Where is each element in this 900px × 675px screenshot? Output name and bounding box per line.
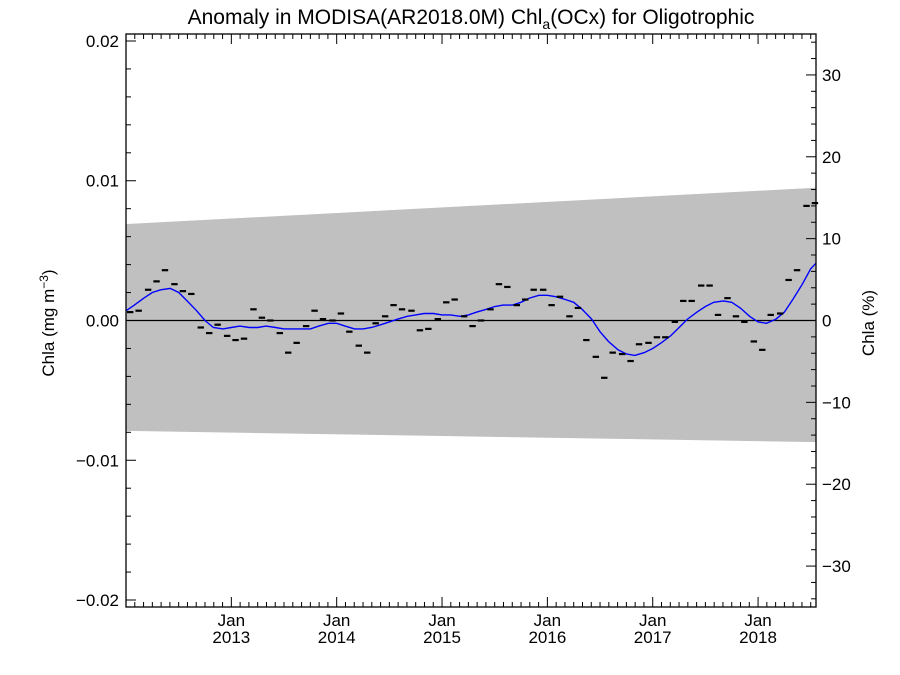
y-left-tick-label: 0.02 — [86, 32, 119, 51]
y-right-tick-label: −30 — [822, 557, 851, 576]
x-tick-year-label: 2017 — [634, 628, 672, 647]
x-tick-year-label: 2015 — [423, 628, 461, 647]
tick-labels-layer: 0.02 0.01 0.00 −0.01 −0.02 30 20 10 0 −10 −20 −30 Ja… — [76, 32, 851, 647]
x-tick-year-label: 2018 — [739, 628, 777, 647]
x-tick-month-label: Jan — [428, 611, 455, 630]
y-left-tick-label: 0.00 — [86, 312, 119, 331]
x-tick-month-label: Jan — [323, 611, 350, 630]
x-tick-month-label: Jan — [218, 611, 245, 630]
x-tick-year-label: 2013 — [212, 628, 250, 647]
y-left-tick-label: −0.01 — [76, 451, 119, 470]
y-axis-left-label: Chla (mg m−3) — [37, 269, 58, 376]
y-axis-right-label: Chla (%) — [859, 290, 878, 356]
y-right-tick-label: 20 — [822, 148, 841, 167]
y-left-tick-label: 0.01 — [86, 172, 119, 191]
y-right-tick-label: −10 — [822, 393, 851, 412]
uncertainty-band — [126, 187, 816, 443]
axis-ticks-layer — [126, 34, 816, 607]
x-tick-month-label: Jan — [744, 611, 771, 630]
uncertainty-band-layer — [126, 187, 816, 443]
y-right-tick-label: 0 — [822, 312, 831, 331]
x-tick-year-label: 2016 — [528, 628, 566, 647]
y-left-tick-label: −0.02 — [76, 591, 119, 610]
x-tick-month-label: Jan — [639, 611, 666, 630]
y-right-tick-label: 10 — [822, 230, 841, 249]
smoothed-anomaly-line — [125, 262, 817, 357]
monthly-markers-layer — [127, 202, 819, 379]
smoothed-series-layer — [125, 262, 817, 357]
x-tick-month-label: Jan — [534, 611, 561, 630]
x-tick-year-label: 2014 — [318, 628, 356, 647]
y-right-tick-label: −20 — [822, 475, 851, 494]
y-right-tick-label: 30 — [822, 66, 841, 85]
chart-title: Anomaly in MODISA(AR2018.0M) Chla(OCx) f… — [188, 6, 755, 32]
